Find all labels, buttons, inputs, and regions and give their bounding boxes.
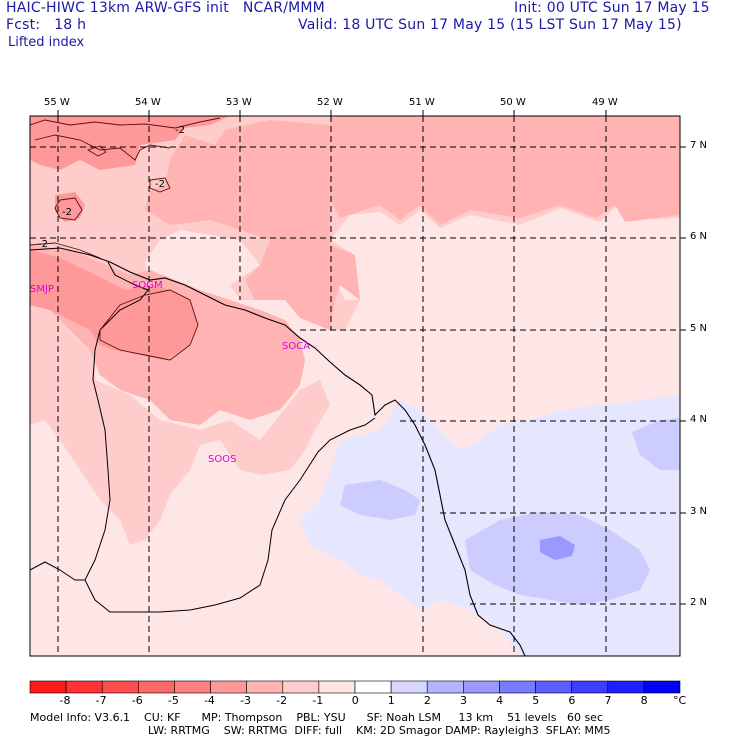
contour-minus2-d — [54, 197, 83, 221]
lat-label: 2 N — [690, 597, 708, 608]
lat-label: 5 N — [690, 323, 708, 334]
contour-minus2-e — [30, 242, 101, 259]
forecast-hour: Fcst: 18 h — [6, 17, 87, 33]
colorbar-tick-label: -8 — [59, 694, 71, 707]
graticule — [30, 116, 680, 656]
colorbar-unit: °C — [673, 694, 687, 707]
colorbar-tick-label: 1 — [387, 694, 395, 707]
colorbar-swatch — [535, 680, 572, 694]
colorbar-swatch — [390, 680, 428, 694]
init-time: Init: 00 UTC Sun 17 May 15 — [514, 0, 710, 16]
lat-label: 6 N — [690, 231, 708, 242]
lon-label: 51 W — [409, 97, 435, 108]
contour-label: -2 — [62, 207, 72, 218]
lon-label: 52 W — [317, 97, 343, 108]
colorbar-swatch — [499, 680, 536, 694]
colorbar-tick-label: -7 — [95, 694, 107, 707]
shade-plus2-c — [632, 418, 680, 470]
shade-minus2-north — [330, 116, 680, 225]
colorbar-swatch — [318, 680, 356, 694]
colorbar-swatch — [607, 680, 645, 694]
colorbar-tick-label: 4 — [496, 694, 504, 707]
colorbar-tick-label: 5 — [532, 694, 540, 707]
colorbar-swatch — [65, 680, 103, 694]
coastline — [30, 247, 526, 656]
colorbar-swatch — [354, 680, 392, 694]
contour-minus2-a — [30, 117, 221, 129]
lon-label: 50 W — [500, 97, 526, 108]
lon-label: 53 W — [226, 97, 252, 108]
shade-plus2-a — [340, 480, 420, 520]
shade-minus2 — [30, 116, 360, 330]
colorbar-tick-label: 6 — [568, 694, 576, 707]
lat-label: 3 N — [690, 506, 708, 517]
colorbar-tick-label: 3 — [460, 694, 468, 707]
colorbar-tick-label: -1 — [312, 694, 324, 707]
shade-plus3 — [540, 536, 575, 560]
contour-label: -2 — [38, 239, 48, 250]
colorbar-swatch — [174, 680, 211, 694]
lon-label: 49 W — [592, 97, 618, 108]
colorbar-tick-label: -6 — [131, 694, 143, 707]
contour-minus3-core — [99, 289, 199, 361]
contour-minus2-c — [149, 177, 171, 193]
border-west — [84, 261, 376, 613]
colorbar-swatch — [246, 680, 284, 694]
colorbar-swatch — [426, 680, 464, 694]
field-name: Lifted index — [8, 35, 85, 50]
lat-label: 7 N — [690, 140, 708, 151]
model-info-line1: Model Info: V3.6.1 CU: KF MP: Thompson P… — [30, 711, 603, 724]
colorbar-tick-label: -2 — [276, 694, 288, 707]
lon-label: 54 W — [135, 97, 161, 108]
colorbar-swatch — [571, 680, 609, 694]
colorbar-swatch — [138, 680, 175, 694]
colorbar-tick-label: -3 — [240, 694, 252, 707]
model-info-line2: LW: RRTMG SW: RRTMG DIFF: full KM: 2D Sm… — [148, 724, 611, 737]
colorbar-tick-label: -5 — [167, 694, 179, 707]
colorbar-swatch — [282, 680, 320, 694]
colorbar-swatch — [463, 680, 500, 694]
colorbar-swatch — [643, 680, 681, 694]
lat-label: 4 N — [690, 414, 708, 425]
contour-label: -2 — [175, 125, 185, 136]
frame-ticks — [57, 110, 686, 605]
map-frame — [29, 115, 681, 657]
colorbar-swatch — [210, 680, 247, 694]
shade-minus3-a — [30, 116, 230, 170]
colorbar-tick-label: 7 — [604, 694, 612, 707]
station-soos: SOOS — [208, 454, 236, 465]
colorbar-tick-label: -4 — [203, 694, 215, 707]
colorbar — [29, 680, 681, 694]
colorbar-tick-label: 0 — [351, 694, 359, 707]
colorbar-tick-label: 8 — [640, 694, 648, 707]
title-left: HAIC-HIWC 13km ARW-GFS init NCAR/MMM — [6, 0, 325, 16]
contour-minus2-b — [34, 134, 171, 161]
shade-minus1 — [30, 116, 680, 545]
station-soca: SOCA — [282, 341, 310, 352]
shade-minus3-b — [30, 250, 198, 360]
colorbar-tick-label: 2 — [423, 694, 431, 707]
station-sogm: SOGM — [132, 280, 163, 291]
station-smjp: SMJP — [30, 284, 54, 295]
colorbar-swatch — [29, 680, 67, 694]
valid-time: Valid: 18 UTC Sun 17 May 15 (15 LST Sun … — [298, 17, 682, 33]
border-southwest — [30, 561, 85, 581]
contour-label: -2 — [155, 179, 165, 190]
lon-label: 55 W — [44, 97, 70, 108]
colorbar-swatch — [101, 680, 139, 694]
